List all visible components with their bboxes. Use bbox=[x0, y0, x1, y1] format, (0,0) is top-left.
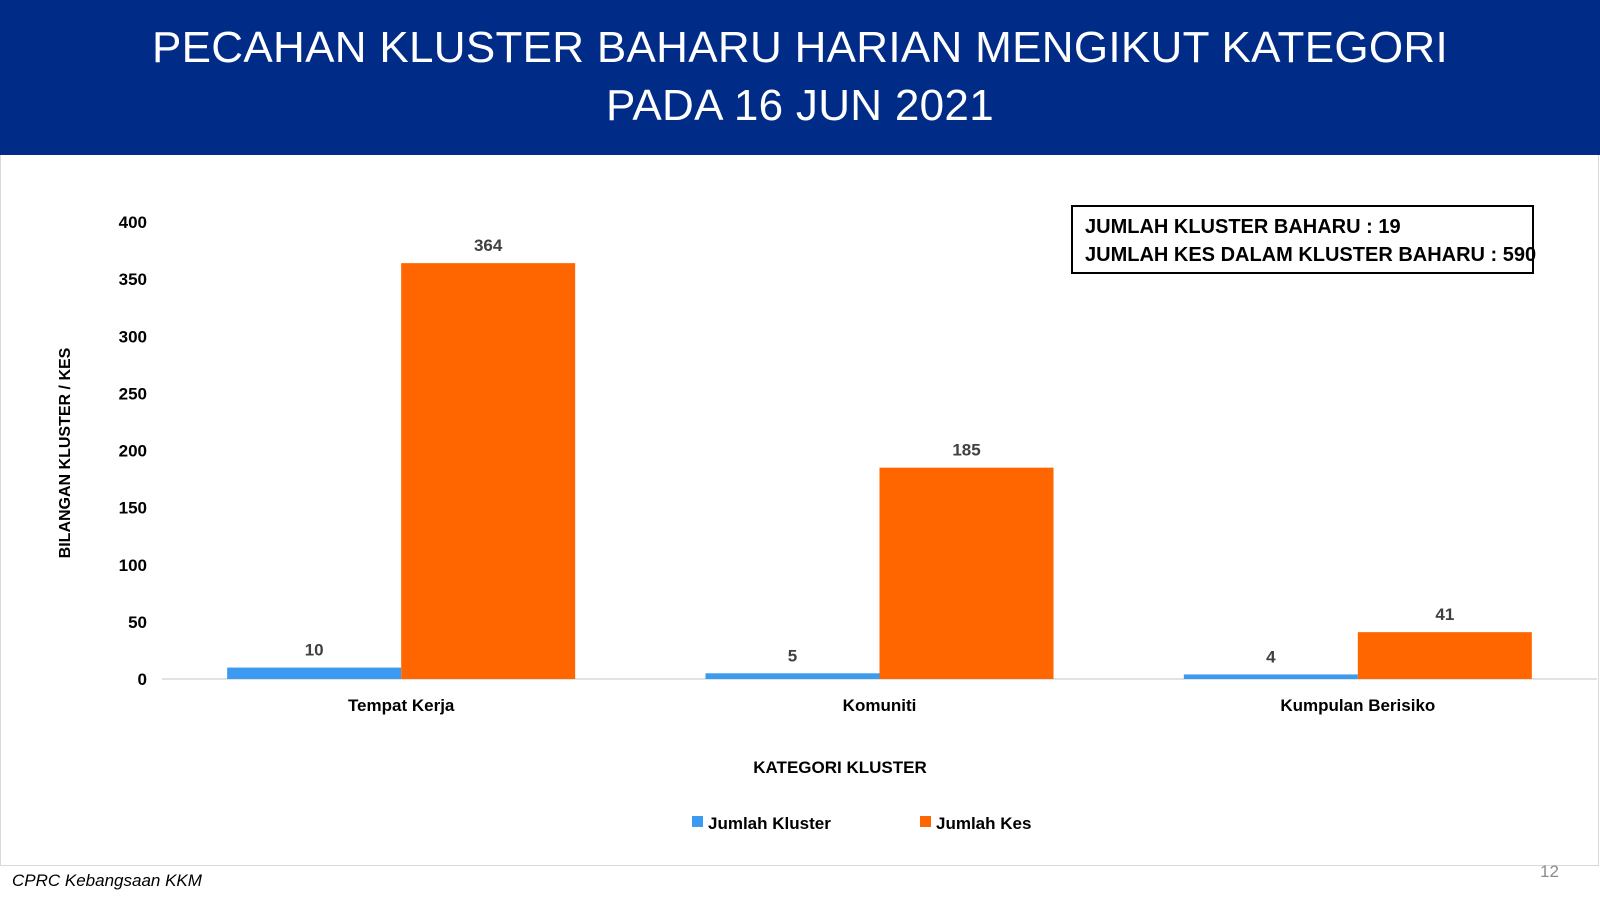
x-tick-label: Kumpulan Berisiko bbox=[1280, 696, 1435, 715]
y-tick-label: 250 bbox=[119, 384, 147, 403]
data-label: 4 bbox=[1266, 647, 1276, 666]
legend-swatch-jumlah-kluster bbox=[692, 816, 703, 827]
bar-jumlah-kluster bbox=[227, 667, 402, 679]
data-label: 41 bbox=[1435, 605, 1454, 624]
y-tick-label: 300 bbox=[119, 327, 147, 346]
title-banner: PECAHAN KLUSTER BAHARU HARIAN MENGIKUT K… bbox=[0, 0, 1600, 155]
x-tick-label: Komuniti bbox=[843, 696, 917, 715]
source-credit: CPRC Kebangsaan KKM bbox=[12, 871, 202, 890]
page-number: 12 bbox=[1540, 862, 1559, 881]
legend-label: Jumlah Kluster bbox=[708, 814, 831, 833]
x-tick-label: Tempat Kerja bbox=[348, 696, 455, 715]
summary-box: JUMLAH KLUSTER BAHARU : 19 JUMLAH KES DA… bbox=[1071, 205, 1537, 274]
data-label: 185 bbox=[952, 441, 980, 460]
y-tick-label: 150 bbox=[119, 499, 147, 518]
y-tick-label: 200 bbox=[119, 442, 147, 461]
bar-jumlah-kes bbox=[401, 263, 576, 679]
y-tick-label: 50 bbox=[128, 613, 147, 632]
y-tick-label: 350 bbox=[119, 270, 147, 289]
bar-jumlah-kes bbox=[1357, 632, 1532, 679]
data-label: 5 bbox=[788, 646, 797, 665]
bar-jumlah-kluster bbox=[705, 673, 880, 679]
page-title-line2: PADA 16 JUN 2021 bbox=[606, 81, 994, 130]
summary-total-clusters: JUMLAH KLUSTER BAHARU : 19 bbox=[1085, 216, 1401, 238]
legend-swatch-jumlah-kes bbox=[920, 816, 931, 827]
x-axis-title: KATEGORI KLUSTER bbox=[753, 758, 926, 777]
data-label: 364 bbox=[474, 236, 503, 255]
summary-total-cases: JUMLAH KES DALAM KLUSTER BAHARU : 590 bbox=[1085, 244, 1537, 266]
bar-jumlah-kluster bbox=[1183, 674, 1358, 679]
y-tick-label: 100 bbox=[119, 556, 147, 575]
y-tick-label: 400 bbox=[119, 213, 147, 232]
legend-label: Jumlah Kes bbox=[936, 814, 1031, 833]
bar-jumlah-kes bbox=[879, 467, 1054, 679]
page-title-line1: PECAHAN KLUSTER BAHARU HARIAN MENGIKUT K… bbox=[151, 23, 1449, 72]
y-axis-title: BILANGAN KLUSTER / KES bbox=[57, 347, 74, 558]
data-label: 10 bbox=[305, 641, 324, 660]
y-tick-label: 0 bbox=[138, 670, 147, 689]
